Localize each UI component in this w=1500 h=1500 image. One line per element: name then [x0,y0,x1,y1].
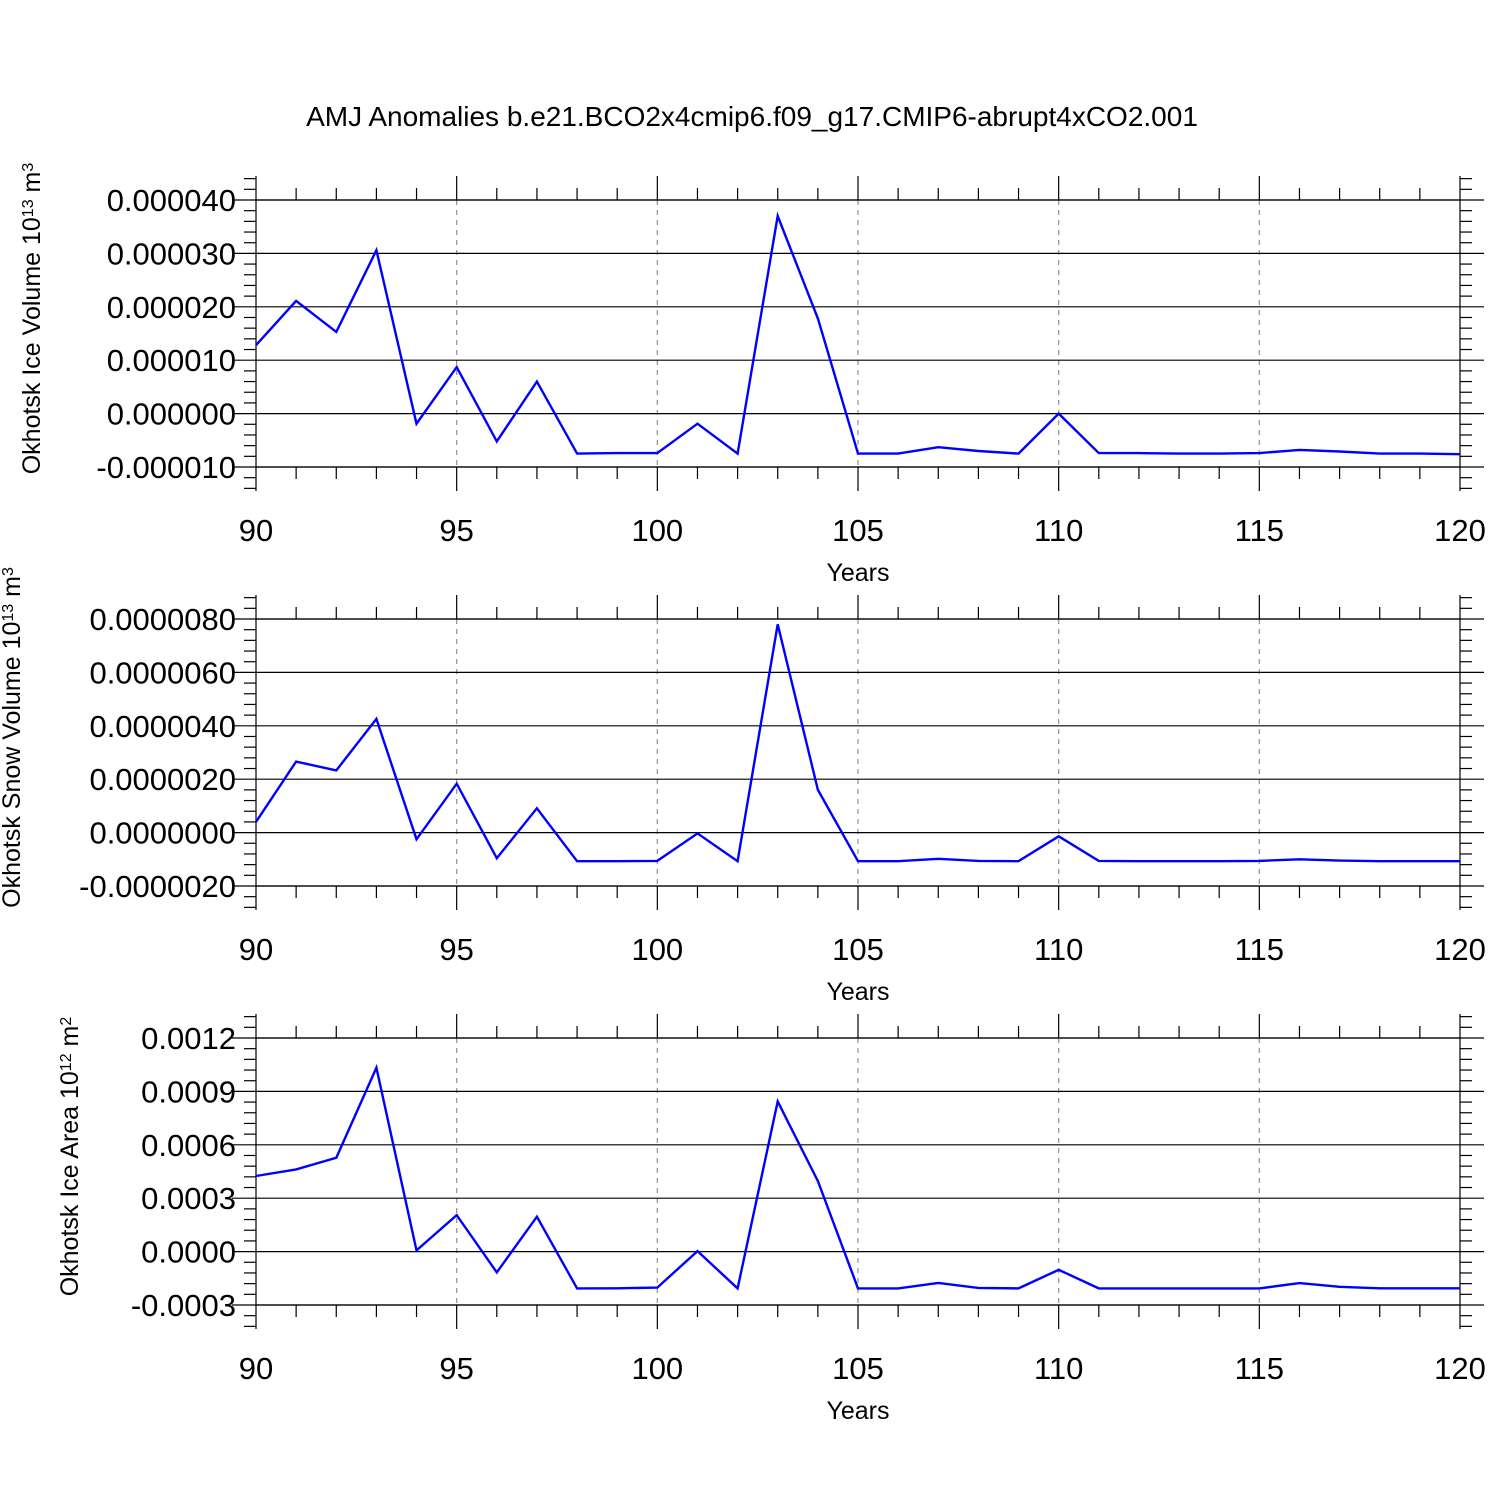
y-tick-label: 0.0012 [141,1021,236,1056]
y-tick-label: 0.000000 [107,397,236,432]
data-line [255,1063,1460,1291]
x-tick-label: 90 [239,513,273,548]
figure-title: AMJ Anomalies b.e21.BCO2x4cmip6.f09_g17.… [306,101,1198,132]
x-tick-label: 90 [239,1351,273,1386]
x-tick-label: 110 [1034,1351,1083,1386]
y-tick-label: 0.0000080 [89,602,236,637]
y-tick-label: 0.0003 [141,1181,236,1216]
y-tick-label: -0.000010 [96,450,236,485]
x-axis-title: Years [826,1397,889,1425]
y-tick-label: 0.0000060 [89,655,236,690]
panels: -0.000010 0.000000 0.000010 0.000020 0.00003… [0,163,1486,1425]
y-tick-label: 0.000010 [107,343,236,378]
chart-panel-1: -0.000010 0.000000 0.000010 0.000020 0.00003… [18,163,1486,587]
y-tick-label: 0.0000000 [89,816,236,851]
x-tick-label: 120 [1434,932,1486,967]
y-axis-title: Okhotsk Ice Area 1012 m2 [56,1017,84,1297]
x-tick-label: 105 [832,513,884,548]
y-tick-label: 0.0009 [141,1074,236,1109]
x-tick-label: 100 [631,513,683,548]
x-axis-title: Years [826,559,889,587]
data-line [255,624,1460,864]
x-tick-label: 110 [1034,932,1083,967]
x-tick-label: 90 [239,932,273,967]
y-tick-label: 0.0000 [141,1235,236,1270]
x-tick-label: 95 [439,513,473,548]
y-tick-label: 0.0000040 [89,709,236,744]
x-tick-label: 105 [832,1351,884,1386]
x-tick-label: 95 [439,932,473,967]
x-tick-label: 115 [1235,513,1284,548]
y-axis-title: Okhotsk Ice Volume 1013 m3 [18,163,46,475]
x-tick-label: 100 [631,1351,683,1386]
chart-panel-2: -0.0000020 0.0000000 0.0000020 0.0000040 0.0… [0,567,1486,1006]
y-axis-title: Okhotsk Snow Volume 1013 m3 [0,567,26,908]
y-tick-label: 0.0000020 [89,762,236,797]
x-tick-label: 120 [1434,513,1486,548]
data-line [255,211,1461,456]
y-tick-label: 0.0006 [141,1128,236,1163]
x-tick-label: 115 [1235,1351,1284,1386]
y-tick-label: -0.0000020 [79,869,236,904]
x-tick-label: 105 [832,932,884,967]
x-tick-label: 110 [1034,513,1083,548]
y-tick-label: -0.0003 [131,1288,236,1323]
x-axis-title: Years [826,978,889,1006]
chart-panel-3: -0.0003 0.0000 0.0003 0.0006 0.0009 0.0012 90 9… [56,1014,1486,1425]
y-tick-label: 0.000020 [107,290,236,325]
x-tick-label: 100 [631,932,683,967]
y-tick-label: 0.000040 [107,183,236,218]
x-tick-label: 120 [1434,1351,1486,1386]
x-tick-label: 115 [1235,932,1284,967]
x-tick-label: 95 [439,1351,473,1386]
y-tick-label: 0.000030 [107,236,236,271]
